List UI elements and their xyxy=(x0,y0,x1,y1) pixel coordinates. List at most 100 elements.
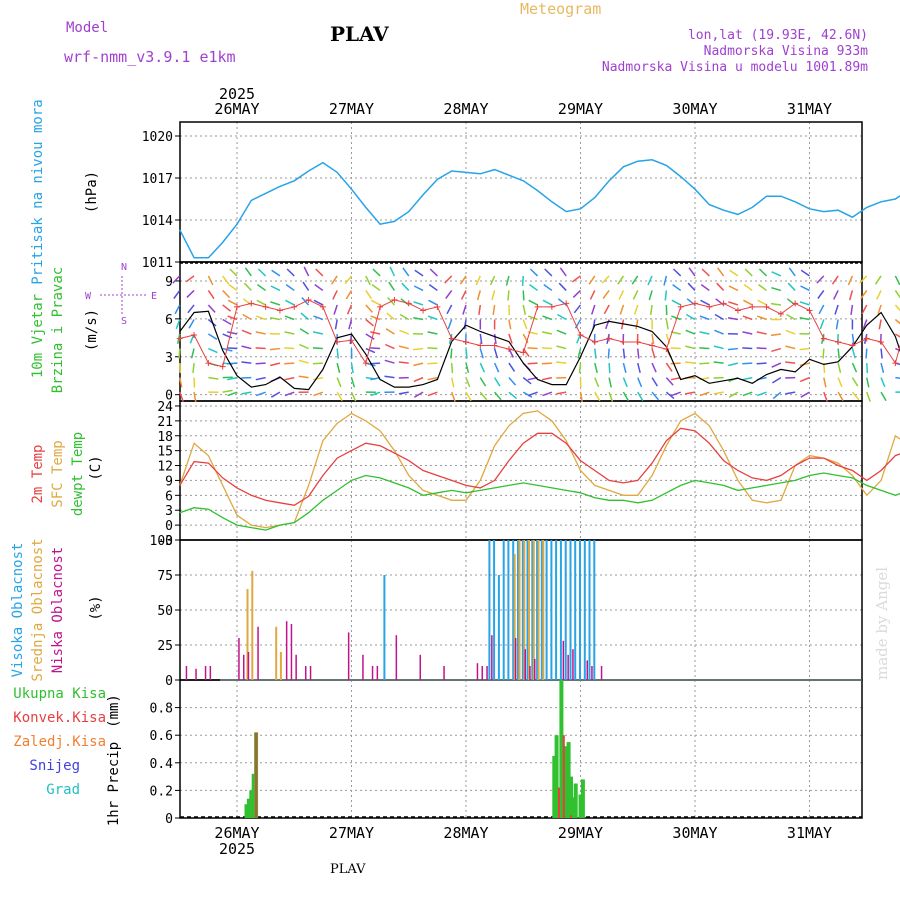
wind-barb xyxy=(637,391,644,402)
wind-barb xyxy=(713,361,724,364)
wind-barb xyxy=(817,289,825,299)
wind-barb xyxy=(771,362,782,368)
wind-barb xyxy=(444,275,453,284)
wind-barb xyxy=(788,267,796,277)
wind-barb xyxy=(459,275,467,285)
wind-barb xyxy=(876,290,882,300)
y-tick-label: 0 xyxy=(165,519,173,534)
precip-total-bar xyxy=(559,680,564,818)
wind-barb xyxy=(670,376,681,381)
wind-direction-marker xyxy=(434,303,441,310)
wind-barb xyxy=(799,301,810,306)
wind-barb xyxy=(756,391,767,397)
cloud-high-bar xyxy=(540,540,543,680)
y-tick-label: 0.2 xyxy=(150,784,173,799)
wind-barb xyxy=(665,391,675,400)
wind-barb xyxy=(800,269,810,277)
wind-barb xyxy=(851,377,859,387)
wind-barb xyxy=(823,377,827,388)
wind-barb xyxy=(313,299,324,306)
wind-direction-marker xyxy=(577,332,584,339)
wind-barb xyxy=(413,347,424,351)
wind-barb xyxy=(179,363,182,374)
wind-barb xyxy=(556,391,567,395)
wind-direction-marker xyxy=(892,360,899,367)
wind-barb xyxy=(334,319,338,330)
wind-barb xyxy=(222,275,230,285)
x-day-label-top: 31MAY xyxy=(787,100,832,118)
wind-barb xyxy=(800,285,810,292)
wind-barb xyxy=(429,268,438,277)
wind-barb xyxy=(770,333,781,337)
wind-barb xyxy=(744,268,753,277)
precip-legend-item: Snijeg xyxy=(29,758,80,774)
wind-direction-marker xyxy=(749,303,756,310)
wind-barb xyxy=(651,348,656,359)
wind-barb xyxy=(475,275,481,286)
wind-direction-marker xyxy=(591,339,598,346)
wind-barb xyxy=(284,347,295,350)
wind-barb xyxy=(507,290,510,301)
wind-direction-marker xyxy=(634,339,641,346)
wind-barb xyxy=(227,376,238,381)
wind-barb xyxy=(413,301,424,306)
precip-total-bar xyxy=(564,746,569,818)
wind-barb xyxy=(700,283,710,292)
precip-legend-item: Konvek.Kisa xyxy=(13,710,106,726)
cloud-low-bar xyxy=(209,666,212,680)
wind-direction-marker xyxy=(291,303,298,310)
wind-barb xyxy=(255,347,266,350)
precip-legend-item: Grad xyxy=(46,782,80,798)
wind-barb xyxy=(207,275,214,286)
wind-barb xyxy=(602,289,610,299)
wind-barb xyxy=(578,363,582,374)
wind-barb xyxy=(837,348,840,359)
wind-barb xyxy=(651,333,655,345)
y-tick-label: 1014 xyxy=(142,214,173,229)
wind-barb xyxy=(866,391,871,402)
wind-barb xyxy=(522,290,525,301)
wind-barb xyxy=(717,267,725,277)
cloud-high-bar xyxy=(493,540,496,680)
wind-barb xyxy=(558,282,567,291)
wind-axis-label-2: Brzina i Pravac xyxy=(50,267,66,393)
cloud-high-bar xyxy=(497,575,500,680)
wind-barb xyxy=(848,290,854,301)
wind-barb xyxy=(446,304,453,315)
wind-barb xyxy=(851,333,855,345)
cloud-mid-bar xyxy=(532,540,535,680)
cloud-high-bar xyxy=(588,540,591,680)
wind-direction-marker xyxy=(534,303,541,310)
wind-barb xyxy=(651,391,660,401)
y-tick-label: 15 xyxy=(157,445,173,460)
cloud-low-bar xyxy=(185,666,188,680)
precip-total-bar xyxy=(244,804,249,818)
cloud-low-bar xyxy=(247,652,250,680)
y-tick-label: 100 xyxy=(150,534,173,549)
wind-barb xyxy=(670,347,681,350)
precip-total-bar xyxy=(578,794,583,818)
wind-barb xyxy=(493,333,497,345)
cloud-low-bar xyxy=(419,654,421,680)
panel-frame xyxy=(179,121,863,263)
wind-barb xyxy=(314,283,324,292)
wind-barb xyxy=(398,391,409,395)
wind-barb xyxy=(312,347,323,350)
wind-barb xyxy=(786,313,796,321)
cloud-low-bar xyxy=(376,666,379,680)
wind-barb xyxy=(860,289,868,299)
wind-axis-label: 10m Vjetar xyxy=(30,294,46,378)
cloud-low-bar xyxy=(238,638,240,680)
wind-barb xyxy=(671,299,682,306)
cloud-mid-bar xyxy=(246,589,249,680)
cloud-low-bar xyxy=(486,666,488,680)
wind-barb xyxy=(344,275,353,285)
wind-barb xyxy=(370,299,381,306)
cloud-high-bar xyxy=(536,540,539,680)
wind-barb xyxy=(427,391,438,397)
wind-direction-marker xyxy=(720,300,727,307)
wind-barb xyxy=(589,290,596,300)
wind-barb xyxy=(428,283,438,292)
precip-legend-item: Zaledj.Kisa xyxy=(13,734,106,750)
wind-barb xyxy=(186,289,195,298)
